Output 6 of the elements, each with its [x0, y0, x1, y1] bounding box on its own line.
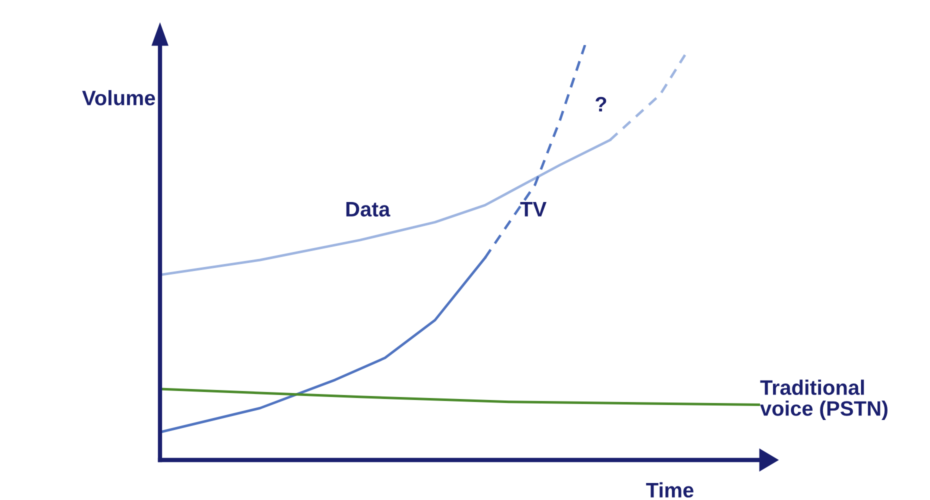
x-axis-title: Time	[646, 482, 694, 498]
series-label: Traditional voice (PSTN)	[760, 380, 888, 420]
y-axis-title: Volume	[82, 90, 155, 106]
annotation: ?	[596, 96, 606, 112]
series-label: Data	[346, 202, 390, 217]
series-label: TV	[520, 202, 546, 216]
